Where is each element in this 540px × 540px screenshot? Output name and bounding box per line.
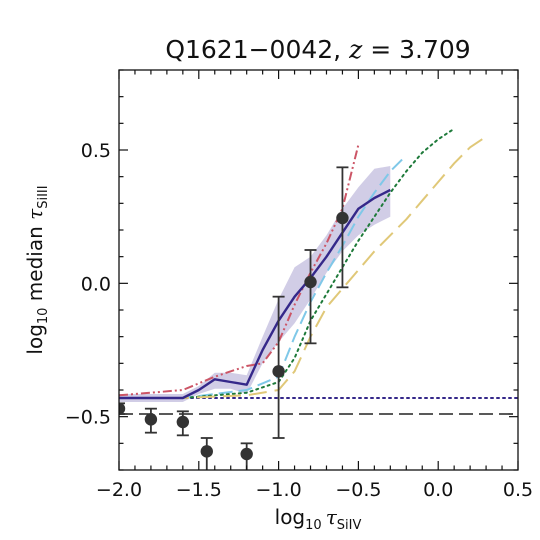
observed-marker	[119, 402, 126, 415]
y-tick-label: −0.5	[65, 407, 111, 429]
observed-point	[119, 402, 126, 415]
observed-point	[200, 437, 213, 470]
observed-point	[144, 407, 158, 434]
chart-title-suffix: = 3.709	[362, 35, 470, 64]
y-tick-label: 0.0	[81, 273, 111, 295]
series-line-model-red	[119, 144, 360, 397]
observed-point	[240, 442, 253, 470]
chart-title-prefix: Q1621−0042,	[165, 35, 349, 64]
x-tick-label: 0.0	[423, 479, 453, 501]
chart-title-variable: z	[348, 35, 363, 64]
series-line-model-main	[119, 188, 391, 400]
x-tick-label: 0.5	[503, 479, 533, 501]
x-tick-label: −0.5	[335, 479, 381, 501]
axes-border	[118, 69, 519, 471]
observed-points-layer	[119, 166, 349, 470]
chart-title: Q1621−0042, z = 3.709	[165, 35, 470, 64]
observed-marker	[336, 211, 349, 225]
axes-frame	[118, 69, 519, 471]
observed-point	[272, 295, 285, 439]
plot-area	[119, 127, 518, 470]
x-tick-label: −2.0	[96, 479, 142, 501]
observed-marker	[176, 415, 190, 429]
observed-point	[176, 410, 190, 437]
x-tick-label: −1.0	[256, 479, 302, 501]
axis-ticks	[118, 69, 519, 471]
series-line-model-yellow	[119, 135, 487, 399]
y-axis-label: log10 median τSiIII	[23, 185, 51, 354]
series-line-model-cyan	[119, 154, 408, 399]
tick-labels: −2.0 −1.5 −1.0 −0.5 0.0 0.5 −0.5 0.0 0.5	[65, 140, 533, 501]
observed-marker	[200, 445, 213, 458]
x-axis-label: log10 τSiIV	[275, 505, 362, 533]
observed-marker	[144, 413, 158, 426]
x-tick-label: −1.5	[176, 479, 222, 501]
observed-point	[336, 166, 349, 289]
y-tick-label: 0.5	[81, 140, 111, 162]
observed-marker	[240, 447, 253, 461]
observed-marker	[304, 275, 317, 289]
model-band-layer	[119, 166, 391, 402]
observed-marker	[272, 365, 285, 378]
observed-point	[304, 249, 317, 345]
model-uncertainty-band	[119, 166, 391, 402]
